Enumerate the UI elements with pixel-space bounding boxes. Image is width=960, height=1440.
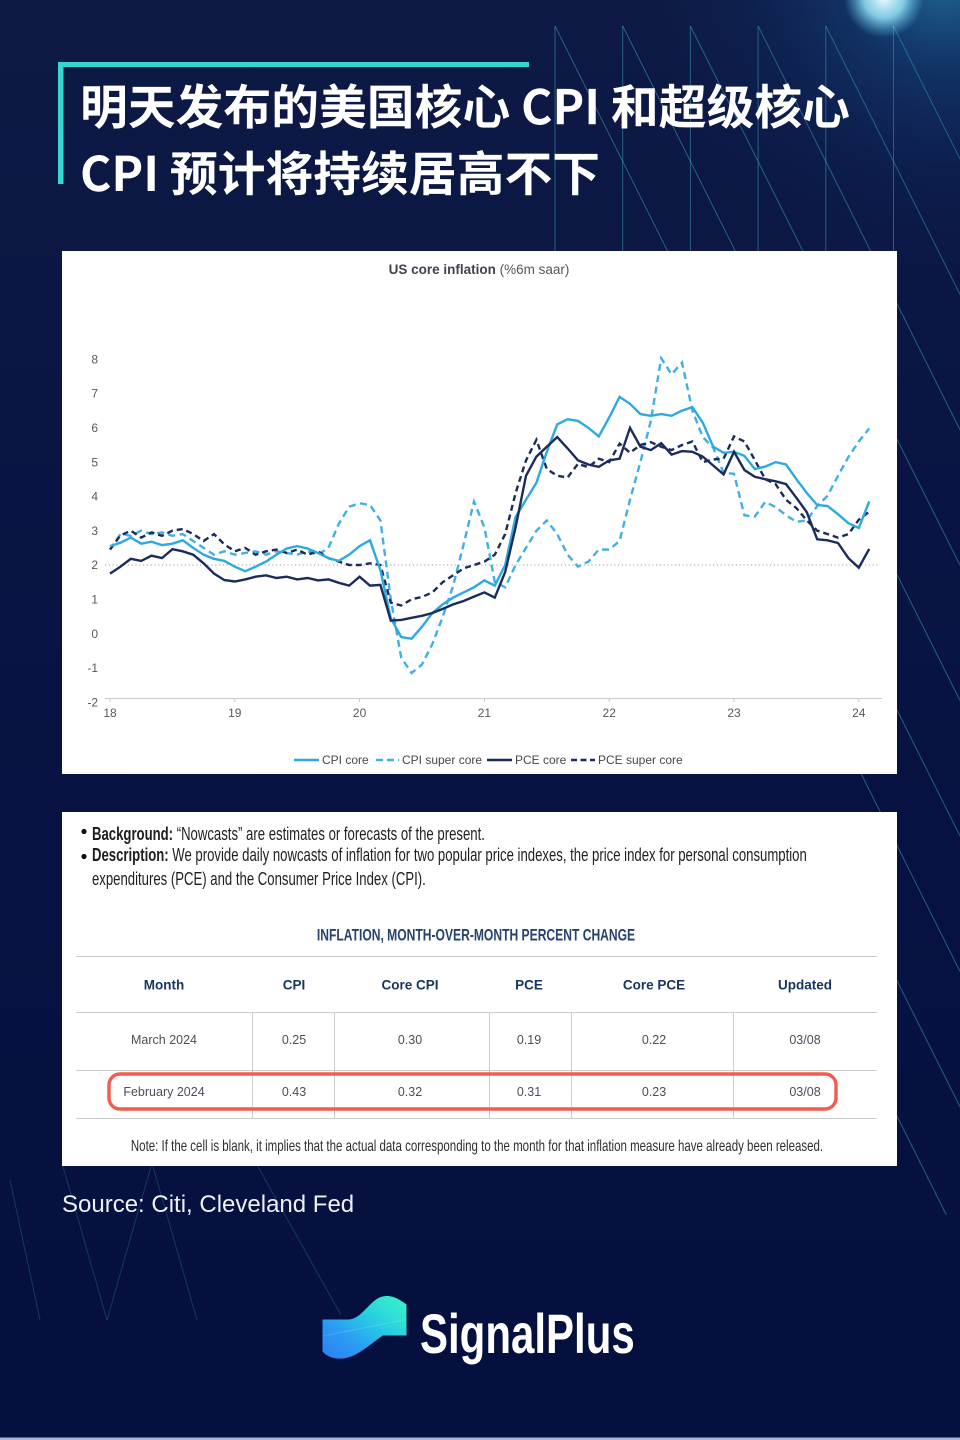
svg-text:6: 6	[91, 421, 98, 435]
svg-text:CPI super core: CPI super core	[402, 753, 482, 767]
svg-text:0: 0	[91, 627, 98, 641]
svg-text:18: 18	[103, 706, 117, 720]
svg-text:1: 1	[91, 593, 98, 607]
svg-text:CPI core: CPI core	[322, 753, 369, 767]
svg-text:5: 5	[91, 455, 98, 469]
svg-text:8: 8	[91, 352, 98, 366]
svg-text:3: 3	[91, 524, 98, 538]
svg-text:PCE super core: PCE super core	[598, 753, 683, 767]
svg-text:US core inflation (%6m saar): US core inflation (%6m saar)	[389, 262, 570, 277]
svg-text:21: 21	[478, 706, 492, 720]
svg-text:4: 4	[91, 490, 98, 504]
svg-text:-2: -2	[87, 695, 98, 709]
svg-text:19: 19	[228, 706, 242, 720]
svg-text:24: 24	[852, 706, 866, 720]
svg-text:22: 22	[603, 706, 617, 720]
svg-text:7: 7	[91, 387, 98, 401]
svg-text:-1: -1	[87, 661, 98, 675]
svg-text:PCE core: PCE core	[515, 753, 567, 767]
svg-text:20: 20	[353, 706, 367, 720]
svg-text:2: 2	[91, 558, 98, 572]
svg-text:23: 23	[727, 706, 741, 720]
